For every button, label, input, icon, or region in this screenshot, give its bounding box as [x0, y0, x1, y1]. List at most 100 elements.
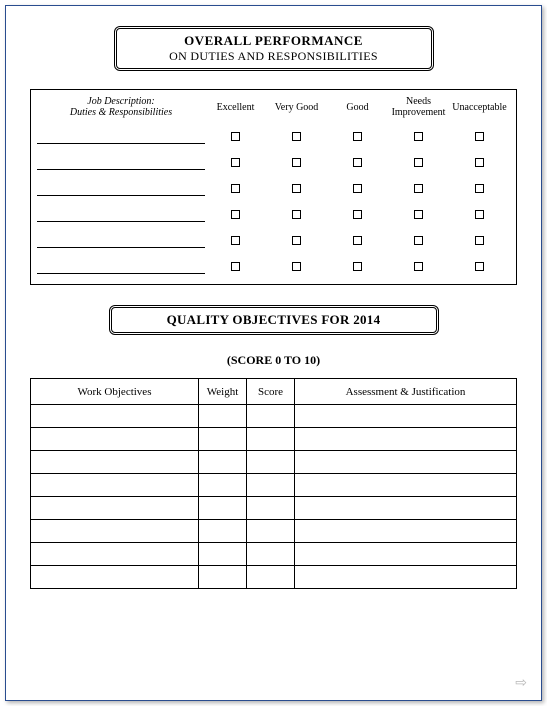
rating-checkbox[interactable]	[475, 184, 484, 193]
rating-checkbox[interactable]	[414, 132, 423, 141]
rating-checkbox[interactable]	[231, 262, 240, 271]
objective-cell[interactable]	[247, 566, 295, 589]
rating-checkbox[interactable]	[475, 236, 484, 245]
objective-cell[interactable]	[31, 451, 199, 474]
objective-cell[interactable]	[247, 451, 295, 474]
objective-row	[31, 451, 517, 474]
objective-cell[interactable]	[247, 474, 295, 497]
objective-cell[interactable]	[199, 520, 247, 543]
rating-checkbox[interactable]	[231, 184, 240, 193]
objective-row	[31, 474, 517, 497]
objective-cell[interactable]	[295, 451, 517, 474]
rating-checkbox[interactable]	[353, 262, 362, 271]
objective-cell[interactable]	[31, 405, 199, 428]
objective-cell[interactable]	[199, 405, 247, 428]
rating-cell	[327, 180, 388, 198]
duty-blank-line[interactable]	[37, 234, 205, 248]
objective-cell[interactable]	[31, 520, 199, 543]
rating-cell	[388, 232, 449, 250]
rating-checkbox[interactable]	[231, 236, 240, 245]
objective-cell[interactable]	[295, 566, 517, 589]
rating-checkbox[interactable]	[475, 262, 484, 271]
rating-checkbox[interactable]	[292, 158, 301, 167]
duty-blank-line[interactable]	[37, 130, 205, 144]
objective-row	[31, 497, 517, 520]
rating-checkbox[interactable]	[292, 262, 301, 271]
objective-cell[interactable]	[31, 474, 199, 497]
rating-cell	[327, 206, 388, 224]
banner2-title: QUALITY OBJECTIVES FOR 2014	[118, 312, 430, 328]
objective-cell[interactable]	[295, 474, 517, 497]
rating-checkbox[interactable]	[292, 132, 301, 141]
objective-cell[interactable]	[247, 405, 295, 428]
duty-blank-line[interactable]	[37, 260, 205, 274]
rating-header-very-good: Very Good	[266, 100, 327, 115]
objective-cell[interactable]	[199, 474, 247, 497]
objective-cell[interactable]	[295, 428, 517, 451]
objective-cell[interactable]	[295, 405, 517, 428]
rating-header-excellent: Excellent	[205, 100, 266, 115]
rating-checkbox[interactable]	[231, 158, 240, 167]
performance-rating-box: Job Description: Duties & Responsibiliti…	[30, 89, 517, 285]
rating-cell	[205, 232, 266, 250]
rating-checkbox[interactable]	[353, 210, 362, 219]
objective-cell[interactable]	[247, 497, 295, 520]
objective-cell[interactable]	[247, 543, 295, 566]
rating-checkbox[interactable]	[292, 184, 301, 193]
rating-cell	[205, 258, 266, 276]
rating-checkbox[interactable]	[292, 210, 301, 219]
objective-cell[interactable]	[295, 543, 517, 566]
objective-cell[interactable]	[295, 520, 517, 543]
objective-row	[31, 428, 517, 451]
rating-cell	[449, 128, 510, 146]
rating-cell	[266, 128, 327, 146]
rating-checkbox[interactable]	[353, 236, 362, 245]
objective-cell[interactable]	[199, 428, 247, 451]
objective-cell[interactable]	[199, 543, 247, 566]
rating-checkbox[interactable]	[414, 184, 423, 193]
objective-cell[interactable]	[295, 497, 517, 520]
rating-checkbox[interactable]	[231, 210, 240, 219]
performance-header-row: Job Description: Duties & Responsibiliti…	[37, 94, 510, 120]
objective-cell[interactable]	[199, 451, 247, 474]
rating-checkbox[interactable]	[475, 210, 484, 219]
objective-cell[interactable]	[31, 543, 199, 566]
rating-checkbox[interactable]	[292, 236, 301, 245]
rating-checkbox[interactable]	[353, 132, 362, 141]
performance-row	[37, 180, 510, 198]
performance-row	[37, 128, 510, 146]
desc-header-line1: Job Description:	[87, 96, 155, 107]
overall-performance-banner: OVERALL PERFORMANCE ON DUTIES AND RESPON…	[114, 26, 434, 71]
objective-cell[interactable]	[31, 497, 199, 520]
banner1-subtitle: ON DUTIES AND RESPONSIBILITIES	[123, 49, 425, 64]
rating-checkbox[interactable]	[414, 236, 423, 245]
objective-cell[interactable]	[31, 428, 199, 451]
objective-cell[interactable]	[31, 566, 199, 589]
rating-cell	[327, 232, 388, 250]
rating-header-needs-improvement: Needs Improvement	[388, 94, 449, 120]
rating-cell	[266, 232, 327, 250]
rating-cell	[327, 154, 388, 172]
objective-row	[31, 405, 517, 428]
rating-checkbox[interactable]	[414, 262, 423, 271]
score-range-label: (SCORE 0 TO 10)	[30, 353, 517, 368]
objective-cell[interactable]	[199, 497, 247, 520]
rating-checkbox[interactable]	[353, 184, 362, 193]
objective-cell[interactable]	[199, 566, 247, 589]
duty-blank-line[interactable]	[37, 182, 205, 196]
rating-checkbox[interactable]	[414, 158, 423, 167]
duty-blank-line[interactable]	[37, 156, 205, 170]
objective-cell[interactable]	[247, 520, 295, 543]
duty-blank-line[interactable]	[37, 208, 205, 222]
rating-checkbox[interactable]	[353, 158, 362, 167]
quality-objectives-banner: QUALITY OBJECTIVES FOR 2014	[109, 305, 439, 335]
rating-checkbox[interactable]	[475, 132, 484, 141]
rating-checkbox[interactable]	[414, 210, 423, 219]
rating-checkbox[interactable]	[231, 132, 240, 141]
rating-cell	[388, 180, 449, 198]
next-page-arrow-icon[interactable]: ⇨	[515, 675, 527, 692]
rating-cell	[266, 180, 327, 198]
rating-cell	[205, 154, 266, 172]
objective-cell[interactable]	[247, 428, 295, 451]
rating-checkbox[interactable]	[475, 158, 484, 167]
